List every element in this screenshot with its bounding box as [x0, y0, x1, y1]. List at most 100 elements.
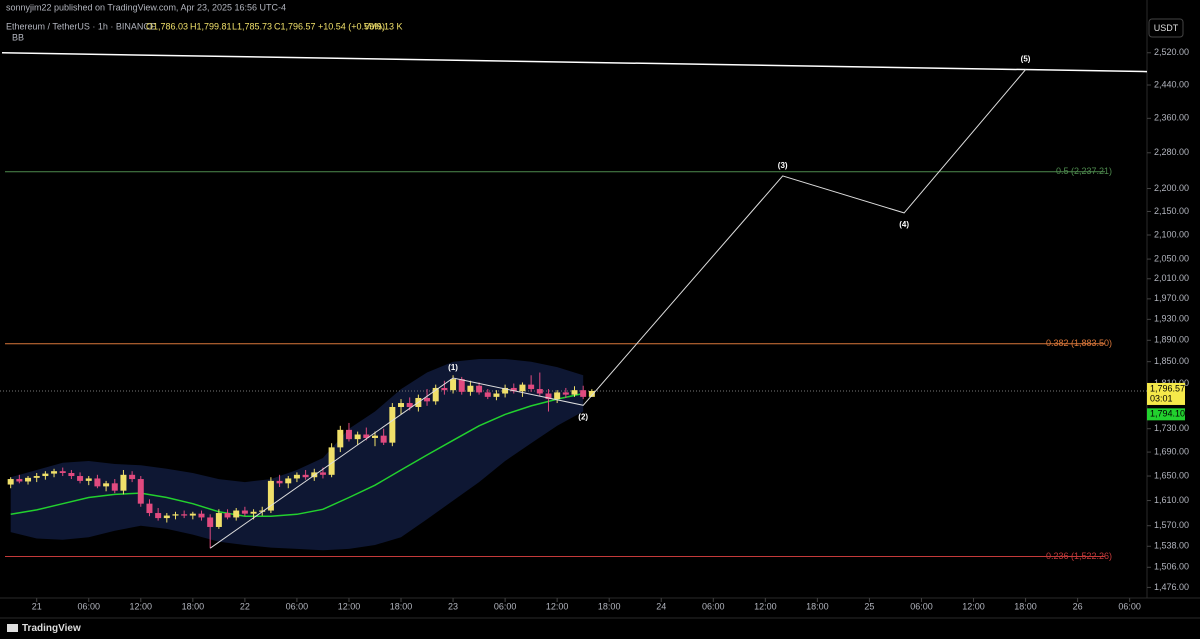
- open: O1,786.03: [146, 21, 188, 31]
- candle-body: [510, 387, 517, 392]
- candle-body: [25, 477, 32, 482]
- candle-body: [571, 390, 578, 395]
- candle-body: [59, 471, 66, 473]
- wave-label: (4): [899, 220, 909, 229]
- logo-mark: [7, 624, 18, 632]
- y-tick-label: 1,570.00: [1154, 520, 1189, 530]
- y-tick-label: 2,440.00: [1154, 79, 1189, 89]
- candle-body: [458, 379, 465, 392]
- trendline: [1, 52, 1147, 73]
- candle-body: [172, 514, 179, 516]
- candle-body: [528, 384, 535, 390]
- last-price-label: 1,796.57: [1150, 383, 1185, 393]
- candle-body: [137, 479, 144, 504]
- y-tick-label: 1,970.00: [1154, 293, 1189, 303]
- currency[interactable]: USDT: [1154, 23, 1179, 33]
- candle-body: [441, 387, 448, 391]
- y-tick-label: 1,730.00: [1154, 423, 1189, 433]
- candle-body: [120, 474, 127, 491]
- candle-body: [363, 434, 370, 438]
- volume: Vol9.13 K: [364, 21, 403, 31]
- x-tick-label: 12:00: [962, 601, 985, 611]
- candle-body: [189, 513, 196, 516]
- basis-price-label: 1,794.10: [1150, 409, 1185, 419]
- x-tick-label: 18:00: [598, 601, 621, 611]
- y-tick-label: 2,150.00: [1154, 206, 1189, 216]
- candle-body: [181, 514, 188, 516]
- candle-body: [319, 472, 326, 475]
- fib-label: 0.5 (2,237.21): [1056, 166, 1112, 176]
- y-tick-label: 2,280.00: [1154, 147, 1189, 157]
- candle-body: [588, 390, 595, 397]
- x-tick-label: 06:00: [286, 601, 309, 611]
- candle-body: [380, 435, 387, 443]
- candle-body: [476, 385, 483, 393]
- candle-body: [42, 473, 49, 477]
- y-tick-label: 1,538.00: [1154, 541, 1189, 551]
- candle-body: [562, 392, 569, 395]
- candle-body: [68, 472, 75, 477]
- x-tick-label: 12:00: [546, 601, 569, 611]
- candle-body: [354, 434, 361, 440]
- candle-body: [536, 389, 543, 394]
- candle-body: [267, 480, 274, 511]
- y-tick-label: 1,610.00: [1154, 495, 1189, 505]
- candle-body: [233, 510, 240, 518]
- high: H1,799.81: [190, 21, 232, 31]
- x-tick-label: 18:00: [182, 601, 205, 611]
- wave-label: (1): [448, 363, 458, 372]
- last-price-box: [1147, 382, 1185, 405]
- publisher: sonnyjim22 published on TradingView.com,…: [6, 2, 286, 12]
- brand: TradingView: [22, 623, 81, 634]
- y-tick-label: 1,890.00: [1154, 335, 1189, 345]
- x-tick-label: 21: [32, 601, 42, 611]
- candle-body: [241, 510, 248, 514]
- wave-line: [209, 69, 1026, 549]
- candle-body: [33, 476, 40, 478]
- y-tick-label: 1,650.00: [1154, 470, 1189, 480]
- candle-body: [85, 478, 92, 481]
- candle-body: [51, 471, 58, 474]
- x-tick-label: 18:00: [806, 601, 829, 611]
- candle-body: [328, 447, 335, 475]
- y-tick-label: 2,050.00: [1154, 253, 1189, 263]
- y-tick-label: 2,360.00: [1154, 113, 1189, 123]
- y-tick-label: 2,200.00: [1154, 183, 1189, 193]
- candle-body: [7, 479, 14, 485]
- candle-body: [371, 435, 378, 438]
- y-tick-label: 1,506.00: [1154, 562, 1189, 572]
- candle-body: [398, 403, 405, 407]
- candle-body: [519, 384, 526, 392]
- y-tick-label: 1,810.00: [1154, 378, 1189, 388]
- candle-body: [389, 406, 396, 443]
- x-tick-label: 25: [864, 601, 874, 611]
- wave-label: (5): [1021, 55, 1031, 64]
- plot-area: [0, 52, 1147, 558]
- wave-label: (3): [778, 161, 788, 170]
- y-tick-label: 2,100.00: [1154, 229, 1189, 239]
- close: C1,796.57: [274, 21, 316, 31]
- x-tick-label: 12:00: [130, 601, 153, 611]
- candle-body: [467, 385, 474, 392]
- candle-body: [111, 483, 118, 491]
- currency-box[interactable]: [1148, 18, 1184, 38]
- y-tick-label: 2,010.00: [1154, 273, 1189, 283]
- y-tick-label: 1,850.00: [1154, 356, 1189, 366]
- x-tick-label: 12:00: [754, 601, 777, 611]
- candle-body: [302, 474, 309, 478]
- x-tick-label: 24: [656, 601, 666, 611]
- wave-label: (2): [578, 412, 588, 421]
- x-tick-label: 26: [1073, 601, 1083, 611]
- candle-body: [207, 517, 214, 527]
- candle-body: [285, 478, 292, 484]
- candle-body: [502, 387, 509, 394]
- low: L1,785.73: [232, 21, 272, 31]
- x-tick-label: 12:00: [338, 601, 361, 611]
- candle-body: [129, 474, 136, 480]
- countdown: 03:01: [1150, 393, 1173, 403]
- candle-body: [484, 392, 491, 397]
- fib-label: 0.382 (1,883.50): [1046, 338, 1112, 348]
- candle-body: [146, 503, 153, 514]
- footer-logo: TradingView: [7, 623, 81, 634]
